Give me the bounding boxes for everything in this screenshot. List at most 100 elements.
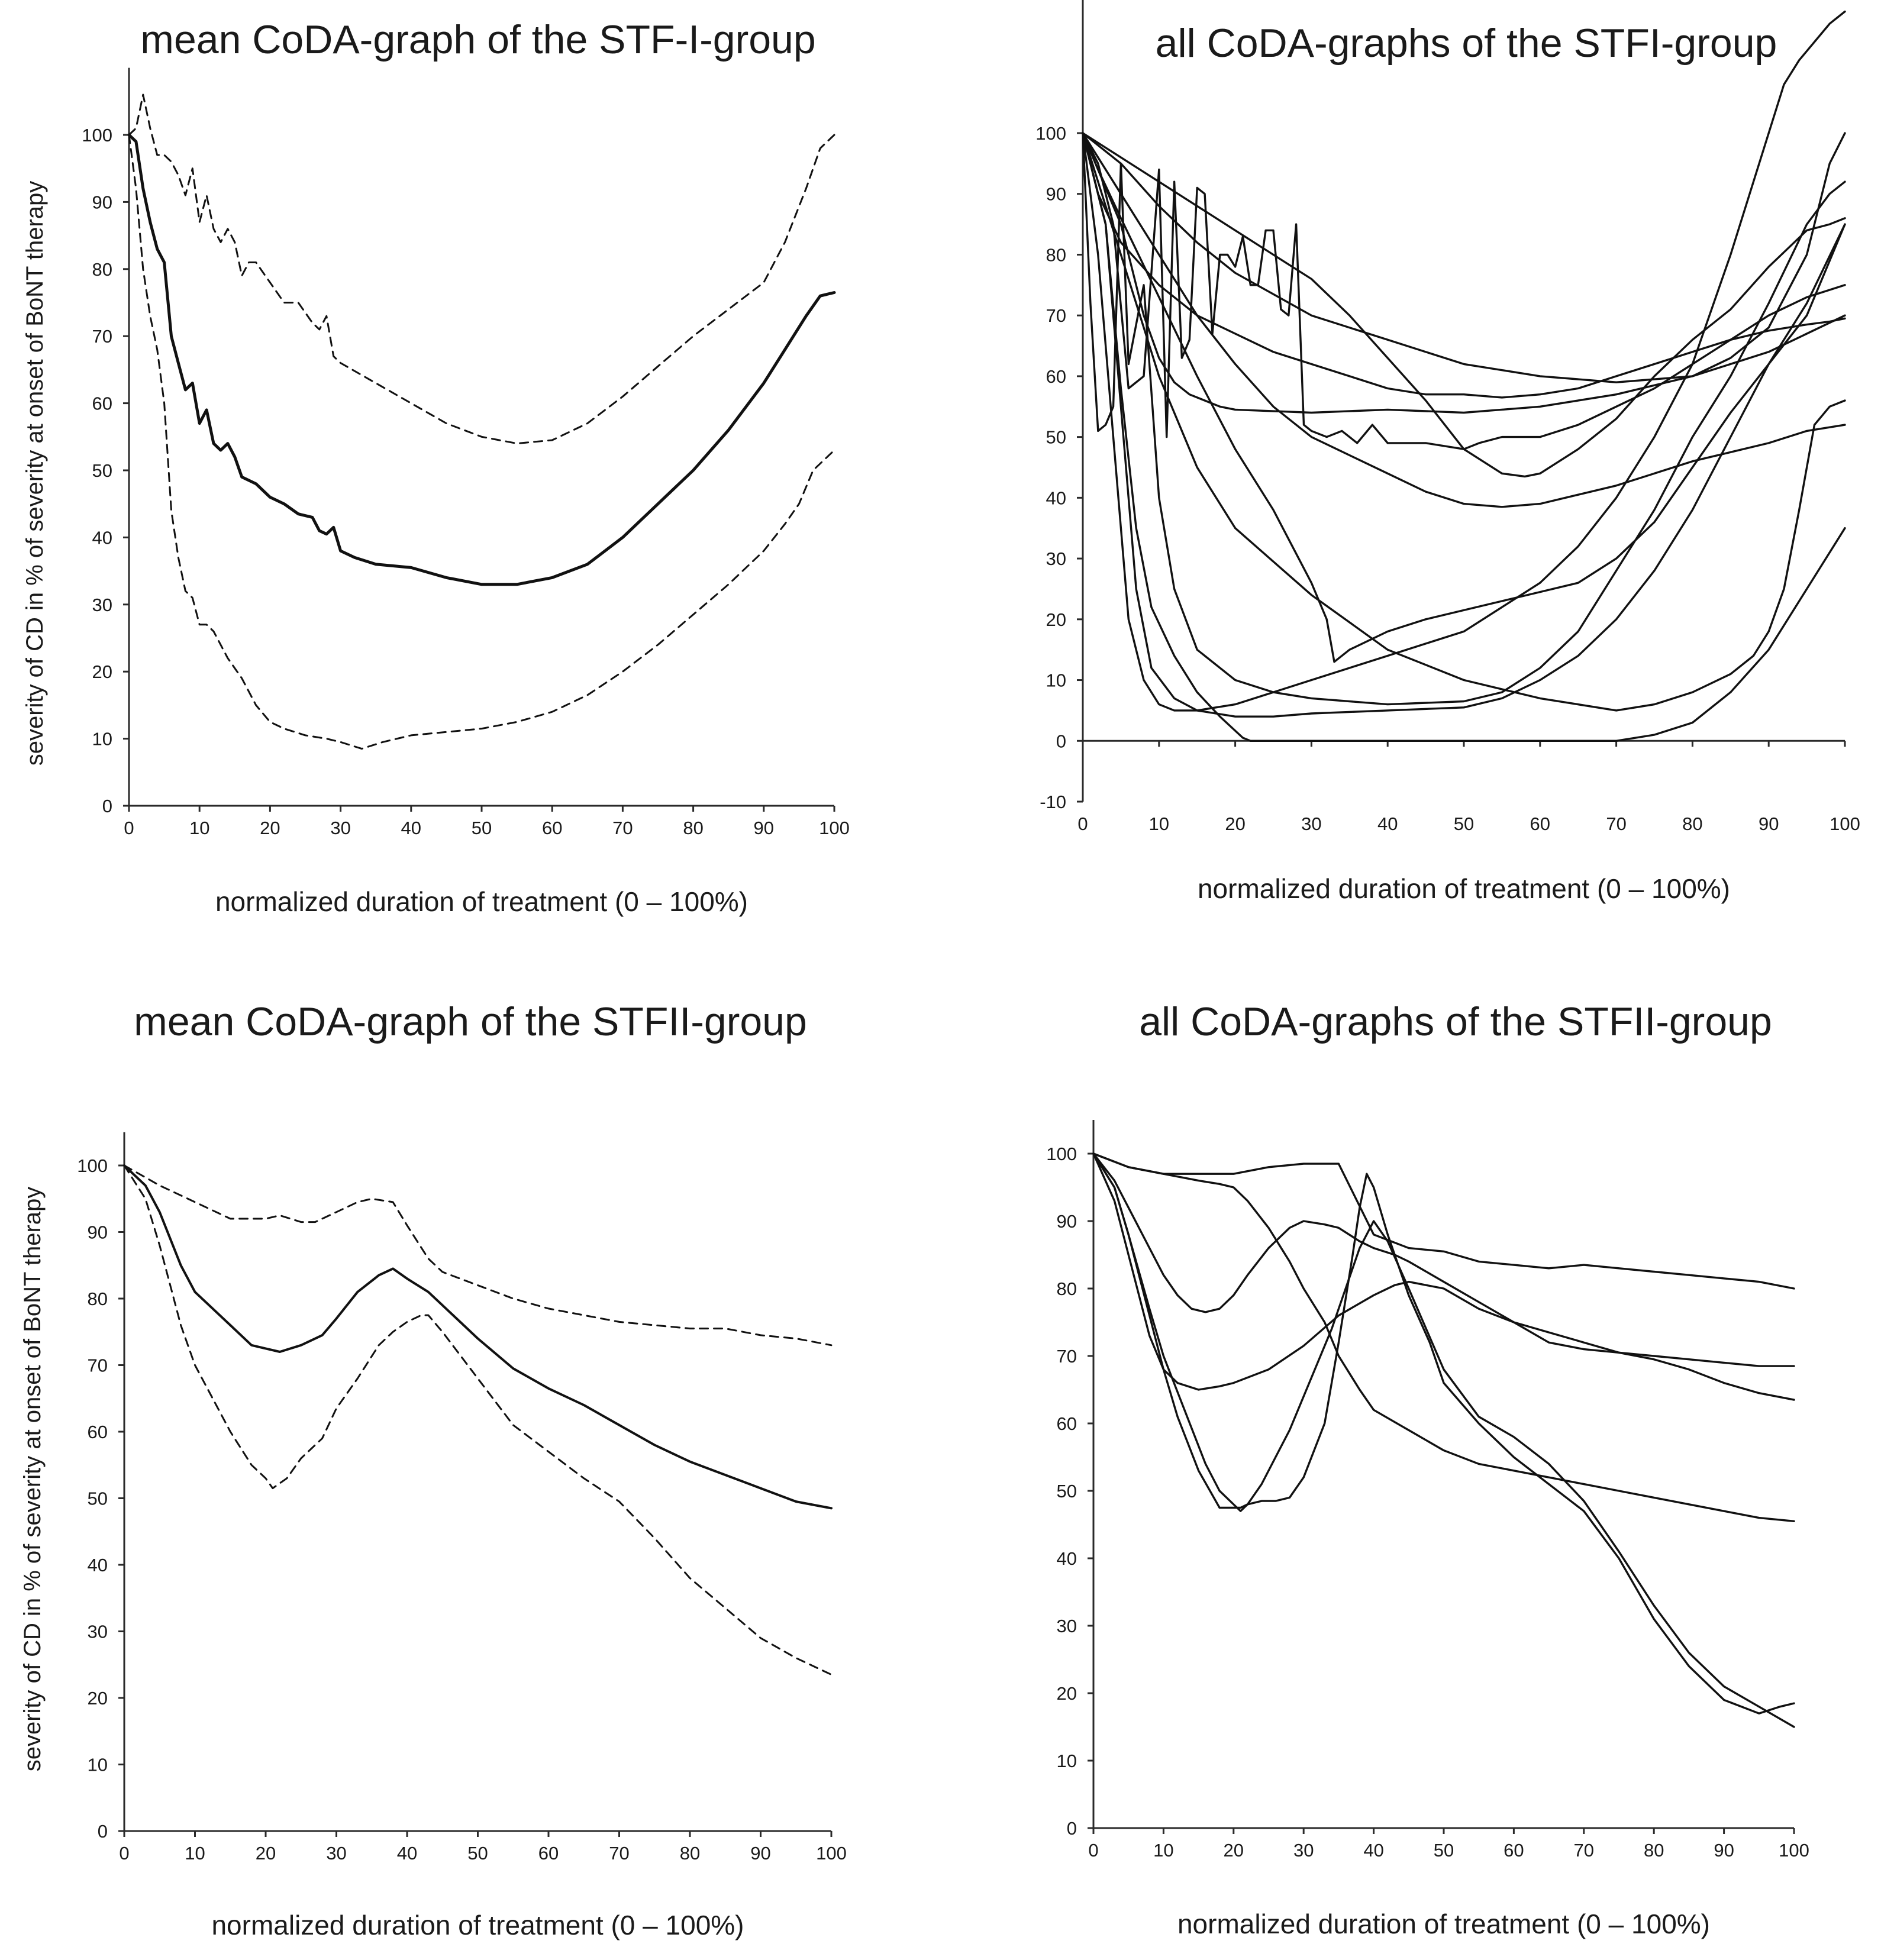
y-tick-label: 90: [92, 192, 112, 212]
y-tick-label: 30: [92, 595, 112, 615]
x-axis-label: normalized duration of treatment (0 – 10…: [215, 886, 748, 917]
x-tick-label: 40: [397, 1843, 417, 1864]
y-tick-label: 40: [92, 527, 112, 548]
y-tick-label: 60: [92, 393, 112, 414]
y-tick-label: 70: [1046, 305, 1066, 326]
series-line-2: [1082, 132, 1846, 383]
x-tick-label: 10: [1153, 1840, 1173, 1861]
x-tick-label: 40: [1363, 1840, 1383, 1861]
y-tick-label: 90: [1057, 1211, 1077, 1232]
y-tick-label: 60: [88, 1422, 108, 1442]
y-tick-label: 50: [92, 460, 112, 481]
series-line-7: [1082, 132, 1846, 706]
chart-panel-1: mean CoDA-graph of the STF-I-group 0 10 20 3…: [22, 17, 850, 917]
y-tick-label: 0: [1067, 1818, 1077, 1839]
x-tick-label: 30: [1301, 813, 1321, 834]
series-line-2: [128, 93, 835, 445]
series-line-2: [123, 1164, 833, 1347]
chart-title: mean CoDA-graph of the STFII-group: [134, 999, 807, 1044]
x-tick-label: 0: [124, 818, 134, 838]
y-tick-label: 10: [92, 729, 112, 750]
series-line-8: [1082, 132, 1846, 450]
y-tick-label: 10: [88, 1755, 108, 1775]
series-line-4: [1082, 132, 1846, 414]
x-tick-label: 20: [1225, 813, 1245, 834]
series-line-2: [1092, 1152, 1795, 1367]
x-tick-label: 80: [680, 1843, 700, 1864]
series-line-9: [1082, 132, 1846, 718]
x-tick-label: 60: [542, 818, 562, 838]
y-tick-label: 20: [88, 1688, 108, 1709]
x-tick-label: 0: [1077, 813, 1088, 834]
y-tick-label: 60: [1046, 366, 1066, 387]
y-tick-label: 0: [1056, 731, 1066, 751]
x-tick-label: 70: [1574, 1840, 1594, 1861]
y-tick-label: 30: [88, 1622, 108, 1642]
y-tick-label: 0: [98, 1821, 108, 1842]
x-tick-label: 50: [1434, 1840, 1454, 1861]
x-tick-label: 40: [1377, 813, 1398, 834]
y-axis-label: severity of CD in % of severity at onset…: [22, 181, 48, 766]
x-tick-label: 10: [189, 818, 209, 838]
chart-panel-3: mean CoDA-graph of the STFII-group 0 10 20 3…: [20, 999, 847, 1940]
x-tick-label: 90: [754, 818, 774, 838]
y-tick-label: 10: [1046, 670, 1066, 691]
y-tick-label: 20: [92, 661, 112, 682]
chart-panel-2: all CoDA-graphs of the STFI-group 0 10 20 30…: [1035, 0, 1860, 904]
x-tick-label: 80: [1644, 1840, 1664, 1861]
x-tick-label: 100: [1779, 1840, 1809, 1861]
y-tick-label: 50: [1057, 1481, 1077, 1502]
x-tick-label: 0: [1088, 1840, 1098, 1861]
x-tick-label: 10: [1149, 813, 1169, 834]
x-tick-label: 60: [1530, 813, 1550, 834]
series-line-6: [1092, 1152, 1795, 1728]
x-tick-label: 20: [256, 1843, 276, 1864]
y-tick-label: 80: [1046, 244, 1066, 265]
chart-title: all CoDA-graphs of the STFII-group: [1139, 999, 1772, 1044]
y-tick-label: 80: [88, 1289, 108, 1309]
x-tick-label: 90: [750, 1843, 770, 1864]
x-axis-label: normalized duration of treatment (0 – 10…: [1198, 873, 1730, 904]
x-tick-label: 20: [1224, 1840, 1244, 1861]
x-tick-label: 80: [1682, 813, 1702, 834]
x-axis-label: normalized duration of treatment (0 – 10…: [211, 1910, 744, 1940]
x-tick-label: 0: [119, 1843, 129, 1864]
series-line-10: [1082, 132, 1846, 742]
y-tick-label: 0: [102, 796, 112, 816]
series-line-5: [1082, 132, 1846, 508]
y-tick-label: 30: [1046, 548, 1066, 569]
x-tick-label: 100: [1830, 813, 1860, 834]
series-line-1: [1082, 132, 1846, 478]
x-tick-label: 60: [538, 1843, 559, 1864]
y-tick-label: 100: [1035, 123, 1066, 144]
y-tick-label: 100: [82, 125, 112, 146]
series-line-1: [127, 133, 836, 586]
series-line-3: [128, 134, 835, 750]
x-tick-label: 20: [260, 818, 280, 838]
x-tick-label: 50: [1454, 813, 1474, 834]
y-tick-label: 70: [92, 326, 112, 347]
series-line-3: [1082, 132, 1846, 399]
x-tick-label: 70: [609, 1843, 629, 1864]
x-tick-label: 70: [1606, 813, 1626, 834]
x-tick-label: 100: [819, 818, 850, 838]
y-tick-label: 80: [92, 259, 112, 280]
chart-title: mean CoDA-graph of the STF-I-group: [140, 17, 815, 62]
x-tick-label: 70: [612, 818, 633, 838]
y-tick-label: 10: [1057, 1751, 1077, 1771]
x-tick-label: 80: [683, 818, 703, 838]
series-line-11: [1082, 132, 1846, 712]
series-line-1: [1092, 1152, 1795, 1290]
x-tick-label: 40: [401, 818, 421, 838]
x-tick-label: 30: [1293, 1840, 1314, 1861]
chart-title: all CoDA-graphs of the STFI-group: [1156, 21, 1777, 66]
y-tick-label: 60: [1057, 1413, 1077, 1434]
series-line-1: [123, 1164, 833, 1510]
series-line-3: [123, 1164, 833, 1676]
x-tick-label: 90: [1714, 1840, 1734, 1861]
y-tick-label: -10: [1040, 792, 1066, 812]
series-line-6: [1082, 132, 1846, 663]
x-tick-label: 10: [185, 1843, 205, 1864]
series-line-12: [1082, 10, 1846, 712]
x-tick-label: 30: [330, 818, 350, 838]
